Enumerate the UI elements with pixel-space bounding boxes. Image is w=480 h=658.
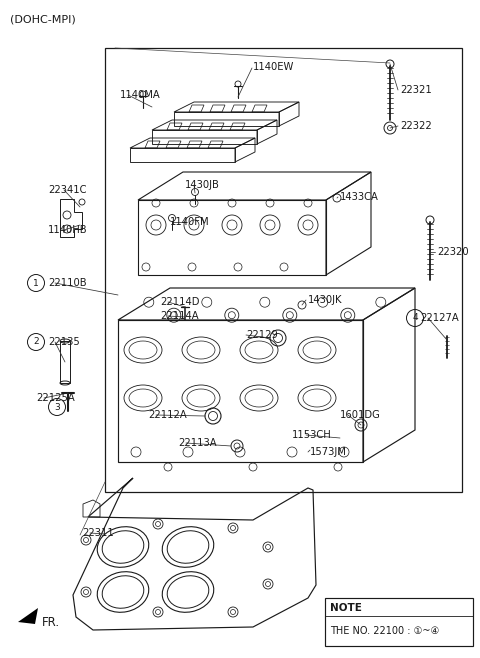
Text: 22341C: 22341C (48, 185, 86, 195)
Bar (105, 48, 462, 492)
Text: 22114D: 22114D (160, 297, 200, 307)
Text: 22127A: 22127A (420, 313, 459, 323)
Bar (60, 341, 70, 383)
Text: 3: 3 (54, 403, 60, 411)
Bar (118, 320, 363, 462)
Text: 22311: 22311 (82, 528, 114, 538)
Text: 22322: 22322 (400, 121, 432, 131)
Text: 22112A: 22112A (148, 410, 187, 420)
Text: THE NO. 22100 : ①~④: THE NO. 22100 : ①~④ (330, 626, 439, 636)
Text: 22129: 22129 (246, 330, 278, 340)
Text: 22114A: 22114A (160, 311, 199, 321)
Text: 1153CH: 1153CH (292, 430, 332, 440)
Text: 1430JK: 1430JK (308, 295, 343, 305)
Text: 1140FM: 1140FM (170, 217, 210, 227)
Text: 22125A: 22125A (36, 393, 75, 403)
Bar (325, 598, 473, 646)
Text: (DOHC-MPI): (DOHC-MPI) (10, 15, 76, 25)
Text: 22113A: 22113A (178, 438, 216, 448)
Text: NOTE: NOTE (330, 603, 362, 613)
Text: FR.: FR. (42, 615, 60, 628)
Text: 1601DG: 1601DG (340, 410, 381, 420)
Polygon shape (18, 608, 38, 624)
Text: 1433CA: 1433CA (340, 192, 379, 202)
Text: 22135: 22135 (48, 337, 80, 347)
Text: 22321: 22321 (400, 85, 432, 95)
Text: 2: 2 (33, 338, 39, 347)
Text: 22110B: 22110B (48, 278, 86, 288)
Text: 1: 1 (33, 278, 39, 288)
Text: 1140HB: 1140HB (48, 225, 88, 235)
Text: 1430JB: 1430JB (185, 180, 220, 190)
Text: 1573JM: 1573JM (310, 447, 347, 457)
Text: 4: 4 (412, 313, 418, 322)
Text: 22320: 22320 (437, 247, 468, 257)
Text: 1140EW: 1140EW (253, 62, 294, 72)
Text: 1140MA: 1140MA (120, 90, 161, 100)
Bar (138, 200, 326, 275)
